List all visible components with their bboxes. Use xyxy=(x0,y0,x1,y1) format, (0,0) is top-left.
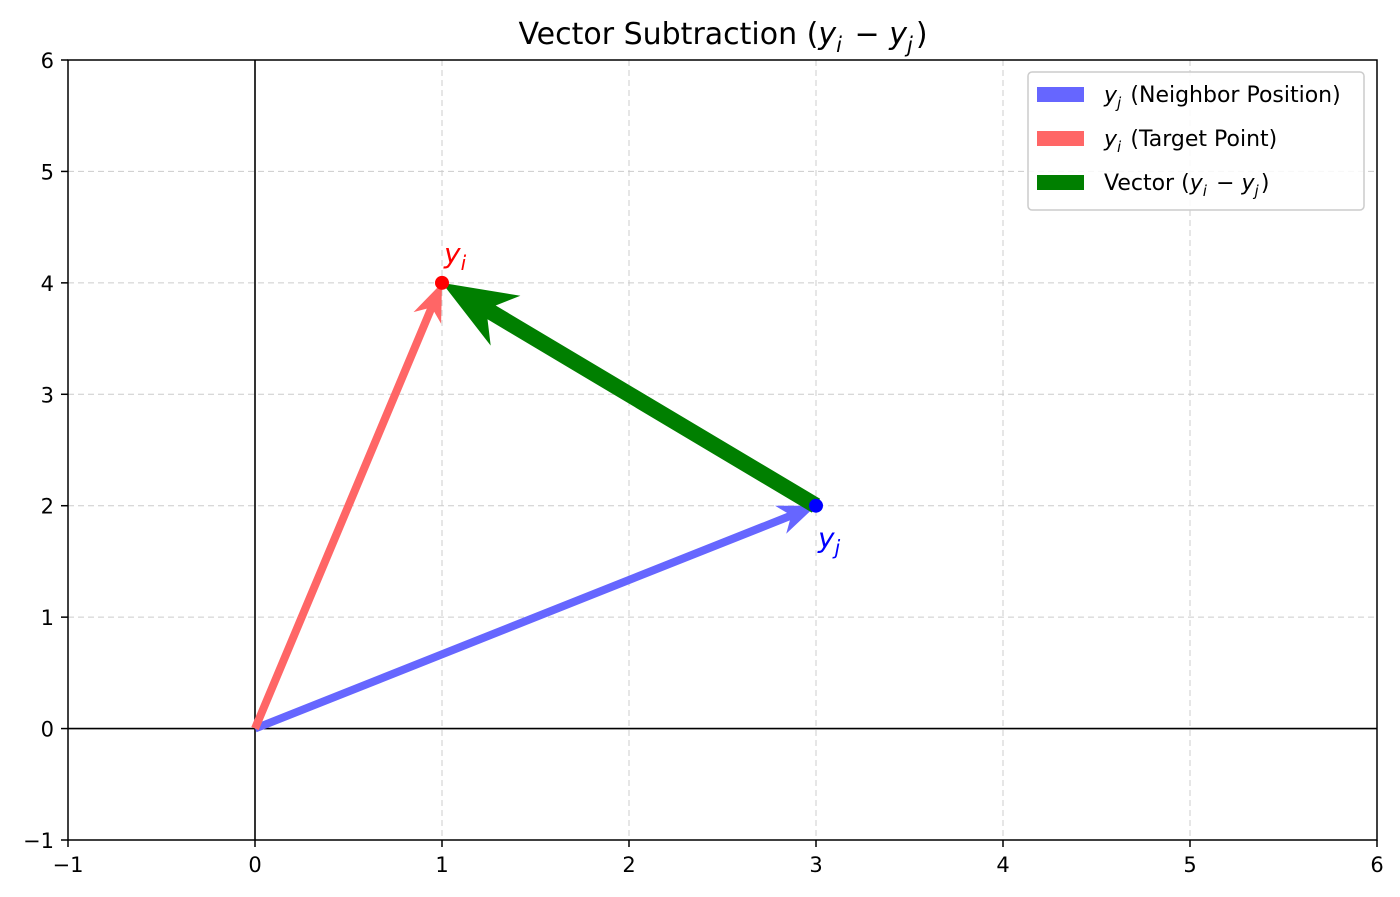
point-label-yj: yj xyxy=(817,522,843,560)
y-tick-label: 2 xyxy=(41,495,54,519)
y-tick-label: 3 xyxy=(41,383,54,407)
y-tick-label: −1 xyxy=(23,829,54,853)
vectors-layer xyxy=(251,282,821,733)
y-tick-label: 1 xyxy=(41,606,54,630)
vector-arrow-yi xyxy=(251,282,442,731)
vector-arrow-yj xyxy=(253,505,816,733)
point-label-yi: yi xyxy=(443,237,469,275)
legend-label-diff: Vector (yi − yj ) xyxy=(1104,171,1270,200)
legend-swatch-yj xyxy=(1037,87,1084,102)
x-tick-label: 5 xyxy=(1183,853,1196,877)
legend: yj (Neighbor Position) yi (Target Point) V… xyxy=(1027,71,1365,211)
point-yi xyxy=(435,275,449,290)
x-tick-label: −1 xyxy=(53,853,84,877)
x-tick-label: 0 xyxy=(248,853,261,877)
legend-box xyxy=(1027,71,1365,211)
legend-label-yj: yj (Neighbor Position) xyxy=(1103,83,1341,112)
points-layer: yi yj xyxy=(435,237,843,560)
point-yj xyxy=(809,498,823,513)
y-tick-label: 0 xyxy=(41,718,54,742)
x-tick-label: 6 xyxy=(1370,853,1383,877)
x-tick-label: 2 xyxy=(622,853,635,877)
axis-ticks: −1 0 1 2 3 4 5 6 −1 0 1 2 3 4 5 6 xyxy=(23,49,1384,877)
plot-frame xyxy=(67,59,1378,841)
legend-swatch-yi xyxy=(1037,131,1084,146)
zero-axes xyxy=(68,60,1377,840)
legend-swatch-diff xyxy=(1037,175,1084,190)
y-tick-label: 5 xyxy=(41,160,54,184)
vector-arrow-diff xyxy=(442,282,821,513)
legend-label-yi: yi (Target Point) xyxy=(1103,127,1277,156)
y-tick-label: 4 xyxy=(41,272,54,296)
y-tick-label: 6 xyxy=(41,49,54,73)
x-tick-label: 4 xyxy=(996,853,1009,877)
x-tick-label: 1 xyxy=(435,853,448,877)
x-tick-label: 3 xyxy=(809,853,822,877)
chart-title: Vector Subtraction (yi − yj ) xyxy=(518,17,927,57)
